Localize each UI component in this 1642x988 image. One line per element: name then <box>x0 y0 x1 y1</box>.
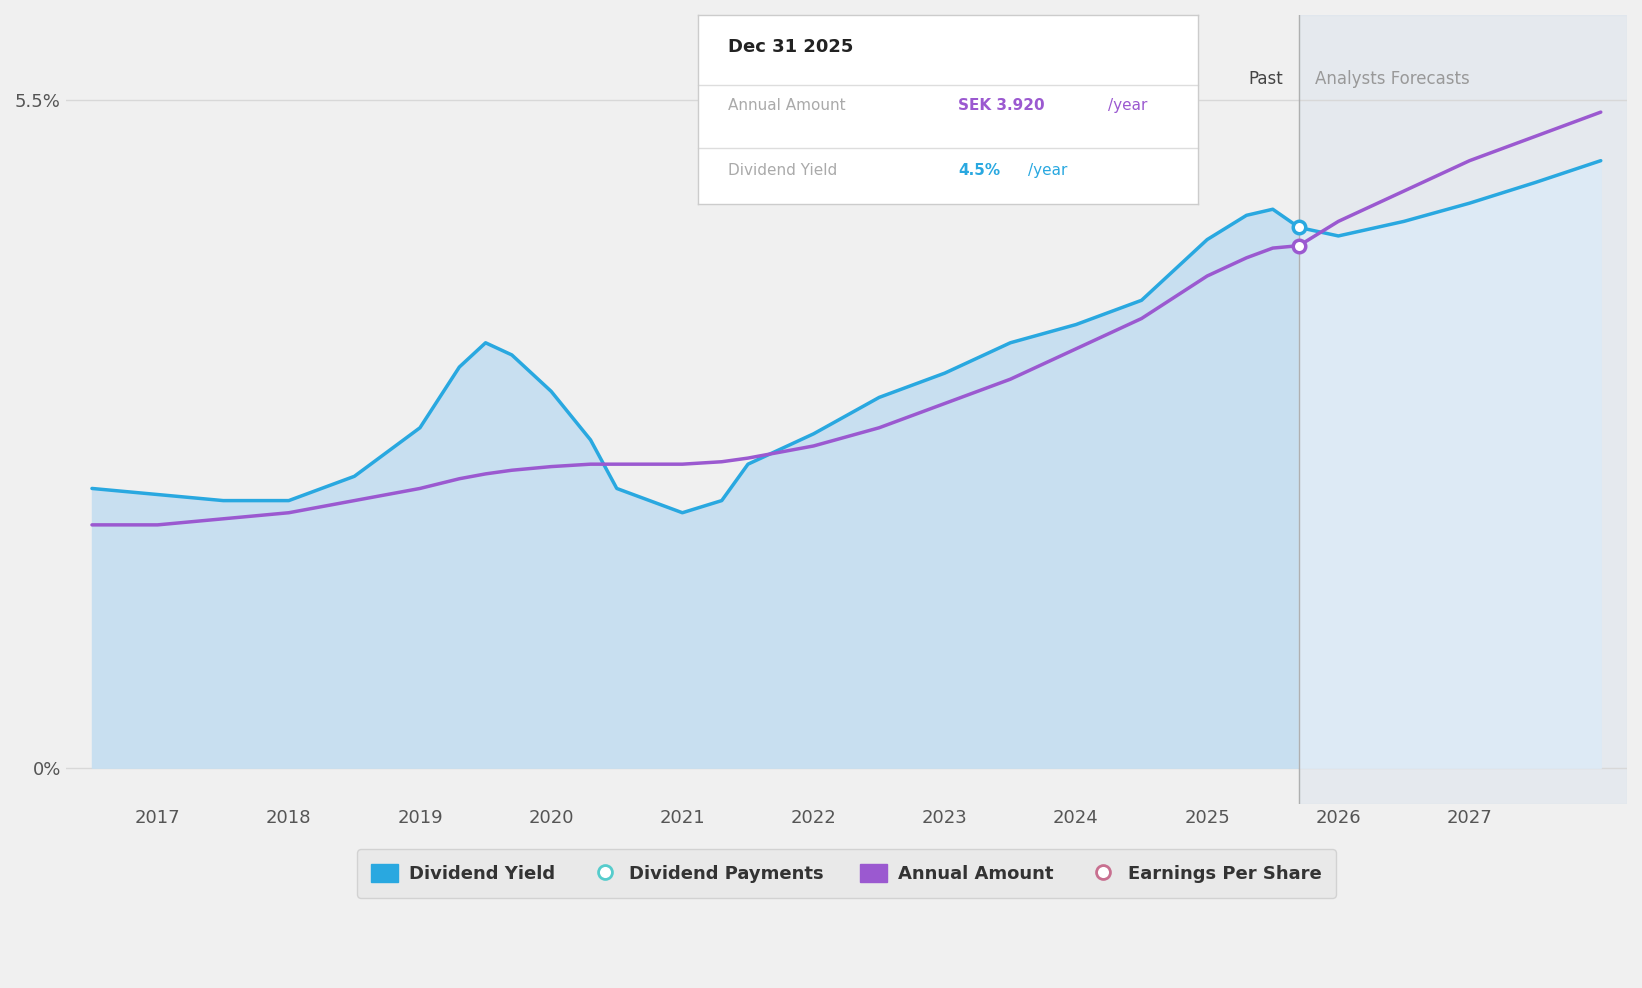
Bar <box>1299 15 1627 804</box>
Text: Analysts Forecasts: Analysts Forecasts <box>1315 69 1470 88</box>
Legend: Dividend Yield, Dividend Payments, Annual Amount, Earnings Per Share: Dividend Yield, Dividend Payments, Annua… <box>356 850 1337 898</box>
Text: Past: Past <box>1248 69 1284 88</box>
